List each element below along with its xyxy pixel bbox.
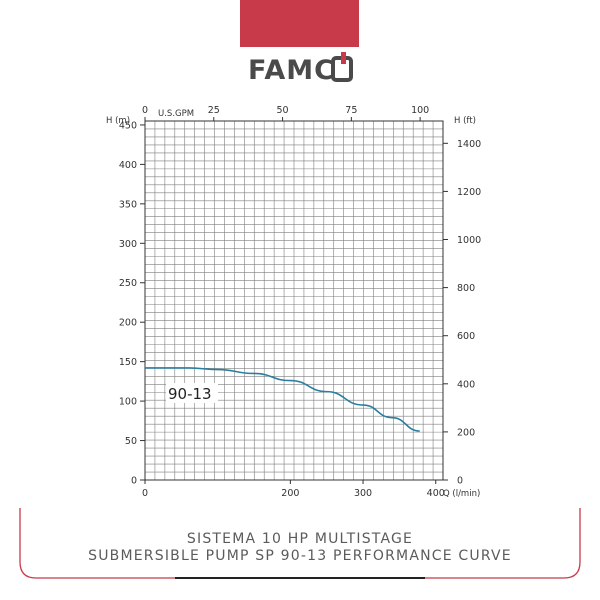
right-tick-label: 1000 bbox=[457, 235, 481, 246]
left-tick-label: 0 bbox=[131, 476, 137, 487]
bottom-tick-label: 200 bbox=[281, 488, 299, 499]
right-axis-title: H (ft) bbox=[454, 116, 476, 126]
plot-frame bbox=[144, 120, 444, 481]
left-tick-label: 250 bbox=[119, 278, 137, 289]
brand-color-bar bbox=[240, 0, 359, 47]
left-tick-label: 150 bbox=[119, 357, 137, 368]
left-tick-label: 450 bbox=[119, 120, 137, 131]
left-tick-label: 300 bbox=[119, 239, 137, 250]
caption-line-1: SISTEMA 10 HP MULTISTAGE bbox=[186, 531, 414, 547]
top-tick-label: 75 bbox=[345, 105, 357, 116]
right-tick-label: 0 bbox=[457, 476, 463, 487]
footer-frame bbox=[19, 508, 581, 579]
left-tick-label: 200 bbox=[119, 318, 137, 329]
right-tick-label: 400 bbox=[457, 379, 475, 390]
bottom-tick-label: 0 bbox=[142, 488, 148, 499]
right-tick-label: 200 bbox=[457, 427, 475, 438]
right-tick-label: 1200 bbox=[457, 187, 481, 198]
bottom-tick-label: 300 bbox=[354, 488, 372, 499]
left-tick-label: 50 bbox=[125, 436, 137, 447]
top-tick-label: 100 bbox=[411, 105, 429, 116]
left-axis-title: H (m) bbox=[106, 116, 130, 126]
top-axis-title: U.S.GPM bbox=[158, 109, 194, 119]
bottom-tick-label: 400 bbox=[427, 488, 445, 499]
bottom-axis-title: Q (l/min) bbox=[443, 489, 480, 499]
right-tick-label: 800 bbox=[457, 283, 475, 294]
series-label: 90-13 bbox=[168, 385, 212, 403]
famco-logo: FAMC bbox=[248, 52, 353, 84]
right-tick-label: 1400 bbox=[457, 139, 481, 150]
caption-line-2: SUBMERSIBLE PUMP SP 90-13 PERFORMANCE CU… bbox=[88, 548, 512, 564]
top-tick-label: 0 bbox=[142, 105, 148, 116]
top-tick-label: 25 bbox=[208, 105, 220, 116]
left-tick-label: 100 bbox=[119, 397, 137, 408]
series-label-bg bbox=[166, 383, 218, 403]
right-tick-label: 600 bbox=[457, 331, 475, 342]
svg-text:FAMC: FAMC bbox=[248, 55, 335, 84]
top-tick-label: 50 bbox=[277, 105, 289, 116]
left-tick-label: 350 bbox=[119, 199, 137, 210]
left-tick-label: 400 bbox=[119, 160, 137, 171]
